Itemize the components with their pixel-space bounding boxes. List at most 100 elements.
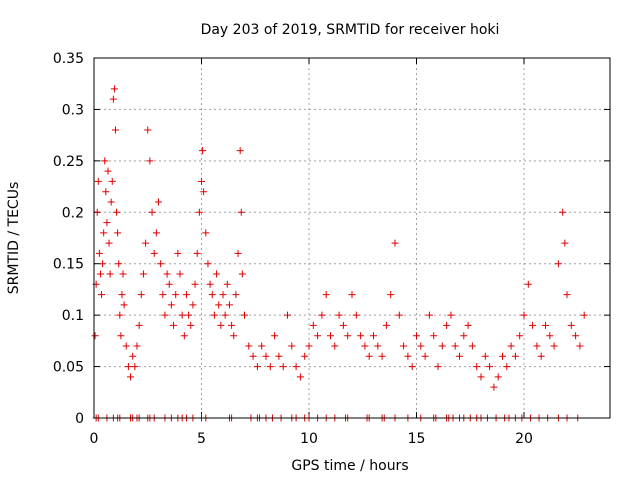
data-point xyxy=(554,260,562,268)
data-point xyxy=(253,363,261,371)
data-point xyxy=(133,342,141,350)
data-point xyxy=(189,301,197,309)
y-tick-label: 0.15 xyxy=(53,257,84,273)
data-point xyxy=(124,363,132,371)
data-point xyxy=(223,280,231,288)
data-point xyxy=(182,291,190,299)
data-point xyxy=(131,363,139,371)
data-point xyxy=(112,126,119,134)
data-point xyxy=(174,249,182,257)
data-point xyxy=(309,321,317,329)
chart-title: Day 203 of 2019, SRMTID for receiver hok… xyxy=(201,22,500,38)
data-point xyxy=(395,311,403,319)
data-point xyxy=(176,270,184,278)
data-point xyxy=(116,311,124,319)
data-point xyxy=(113,208,121,216)
data-point xyxy=(230,332,238,340)
data-point xyxy=(464,321,472,329)
data-point xyxy=(284,311,291,319)
x-tick-label: 15 xyxy=(408,431,426,447)
data-point xyxy=(318,311,326,319)
data-point xyxy=(161,311,169,319)
data-point xyxy=(305,342,313,350)
data-point xyxy=(468,342,476,350)
data-point xyxy=(178,311,186,319)
data-point xyxy=(127,373,135,381)
data-point xyxy=(511,352,519,360)
y-tick-label: 0.05 xyxy=(53,360,84,376)
x-tick-label: 20 xyxy=(515,431,533,447)
data-point xyxy=(408,363,416,371)
data-point xyxy=(387,291,395,299)
data-point xyxy=(108,177,116,185)
data-point xyxy=(228,321,236,329)
data-point xyxy=(105,239,113,247)
data-point xyxy=(417,342,425,350)
axis-ticks: 0 0.05 0.1 0.15 0.2 0.25 0.3 0.35 0 5 10 15 20 xyxy=(53,51,610,447)
data-point xyxy=(193,249,201,257)
data-point xyxy=(378,352,386,360)
data-point xyxy=(155,198,162,206)
data-point xyxy=(195,208,203,216)
data-point xyxy=(361,342,369,350)
data-point xyxy=(374,342,382,350)
data-point xyxy=(219,291,227,299)
data-point xyxy=(447,311,455,319)
data-point xyxy=(529,321,537,329)
data-point xyxy=(567,321,575,329)
data-point xyxy=(232,291,240,299)
data-point xyxy=(546,332,554,340)
data-point xyxy=(107,198,115,206)
data-point xyxy=(238,270,246,278)
data-point xyxy=(473,363,481,371)
data-point xyxy=(275,352,283,360)
data-point xyxy=(533,342,541,350)
data-point xyxy=(202,229,210,237)
plot-frame xyxy=(93,57,611,419)
y-axis-label: SRMTID / TECUs xyxy=(6,182,22,295)
y-tick-label: 0.2 xyxy=(62,205,84,221)
data-point xyxy=(425,311,433,319)
data-point xyxy=(494,373,502,381)
data-point xyxy=(327,332,334,340)
data-point xyxy=(117,332,125,340)
data-point xyxy=(335,311,343,319)
x-tick-label: 10 xyxy=(300,431,318,447)
data-point xyxy=(206,280,214,288)
data-point xyxy=(331,342,339,350)
data-point xyxy=(221,311,229,319)
data-point xyxy=(481,352,489,360)
data-point xyxy=(524,280,532,288)
data-point xyxy=(122,342,130,350)
data-point xyxy=(443,321,451,329)
data-point xyxy=(262,352,270,360)
data-point xyxy=(98,291,106,299)
data-point xyxy=(559,208,567,216)
data-point xyxy=(137,291,145,299)
y-tick-label: 0.3 xyxy=(62,102,84,118)
data-point xyxy=(217,321,225,329)
data-point xyxy=(249,352,257,360)
data-point xyxy=(180,332,188,340)
data-point xyxy=(477,373,485,381)
x-tick-label: 5 xyxy=(197,431,206,447)
data-point xyxy=(139,270,147,278)
data-point xyxy=(258,342,266,350)
data-point xyxy=(129,352,137,360)
data-point xyxy=(91,332,99,340)
data-point xyxy=(110,85,118,93)
data-point xyxy=(266,363,274,371)
data-point xyxy=(208,291,216,299)
data-point xyxy=(456,352,463,360)
data-point xyxy=(119,270,127,278)
y-tick-label: 0.25 xyxy=(53,154,84,170)
data-point xyxy=(157,260,165,268)
data-point xyxy=(542,321,549,329)
data-point xyxy=(279,363,287,371)
y-tick-label: 0.35 xyxy=(53,51,84,67)
data-point xyxy=(187,321,195,329)
data-point xyxy=(115,260,123,268)
x-tick-label: 0 xyxy=(90,431,99,447)
data-point xyxy=(114,229,122,237)
